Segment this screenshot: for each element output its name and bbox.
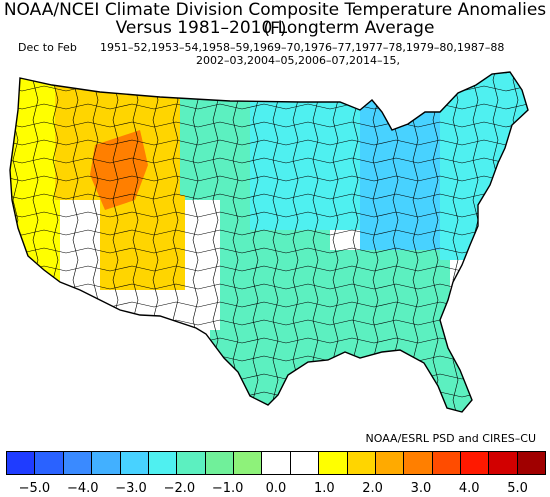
colorbar-tick-label: −4.0 xyxy=(66,481,99,496)
colorbar-tick-label: 2.0 xyxy=(362,481,383,496)
region-pacific-northwest xyxy=(10,72,55,150)
colorbar-swatch xyxy=(347,452,376,474)
colorbar-tick-label: 5.0 xyxy=(507,481,528,496)
region-florida xyxy=(380,340,480,412)
region-northern-plains xyxy=(180,72,250,180)
colorbar-tick-label: 4.0 xyxy=(458,481,480,496)
colorbar xyxy=(6,451,546,475)
colorbar-tick-label: −5.0 xyxy=(18,481,51,496)
colorbar-tick-label: 3.0 xyxy=(410,481,432,496)
colorbar-swatch xyxy=(92,452,121,474)
colorbar-swatch xyxy=(205,452,234,474)
colorbar-swatch xyxy=(290,452,320,474)
region-great-lakes xyxy=(360,72,440,250)
colorbar-swatch xyxy=(461,452,490,474)
colorbar-swatch xyxy=(517,452,546,474)
colorbar-swatch xyxy=(7,452,36,474)
colorbar-tick-label: −3.0 xyxy=(115,481,147,496)
region-mid-atlantic xyxy=(440,120,528,260)
colorbar-tick-label: −1.0 xyxy=(211,481,244,496)
colorbar-tick-label: 1.0 xyxy=(313,481,335,496)
region-great-basin-south xyxy=(100,195,185,290)
colorbar-tick-label: −2.0 xyxy=(163,481,196,496)
colorbar-swatch xyxy=(319,452,348,474)
colorbar-tick-label: 0.0 xyxy=(265,481,287,496)
colorbar-swatch xyxy=(404,452,433,474)
season-label: Dec to Feb xyxy=(18,41,77,54)
colorbar-swatch xyxy=(148,452,178,474)
colorbar-swatch xyxy=(177,452,206,474)
colorbar-swatch xyxy=(432,452,461,474)
map-title: NOAA/NCEI Climate Division Composite Tem… xyxy=(3,0,547,39)
map-subtitle: Versus 1981–2010 Longterm Average xyxy=(115,18,435,38)
colorbar-swatch xyxy=(63,452,93,474)
region-great-basin-core xyxy=(90,130,148,210)
colorbar-swatch xyxy=(262,452,291,474)
region-midwest xyxy=(250,72,360,230)
composite-years-line1: 1951–52,1953–54,1958–59,1969–70,1976–77,… xyxy=(100,41,505,54)
colorbar-labels: −5.0 −4.0 −3.0 −2.0 −1.0 0.0 1.0 2.0 3.0 4.0 5.0 xyxy=(0,481,550,497)
colorbar-swatch xyxy=(489,452,518,474)
credit-text: NOAA/ESRL PSD and CIRES–CU xyxy=(365,432,536,445)
region-california-coast xyxy=(10,150,60,290)
us-anomaly-map xyxy=(9,71,529,413)
colorbar-swatch xyxy=(234,452,263,474)
colorbar-swatch xyxy=(35,452,64,474)
composite-years-line2: 2002–03,2004–05,2006–07,2014–15, xyxy=(196,54,400,67)
colorbar-swatch xyxy=(120,452,149,474)
colorbar-swatch xyxy=(375,452,405,474)
